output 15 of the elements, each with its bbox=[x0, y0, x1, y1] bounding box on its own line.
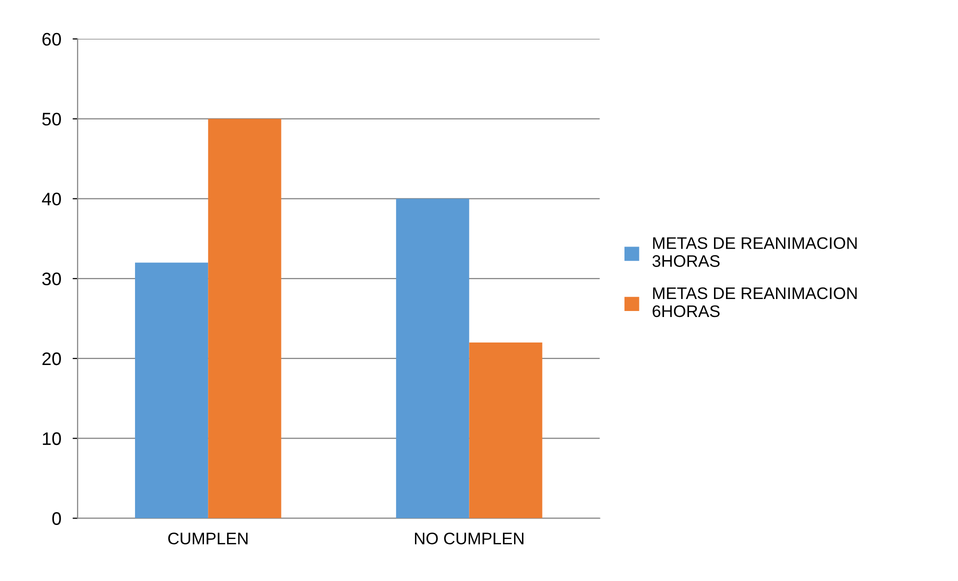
y-tick-label: 10 bbox=[42, 432, 61, 446]
legend-label: METAS DE REANIMACION 6HORAS bbox=[652, 287, 857, 318]
bar bbox=[208, 118, 282, 518]
y-tick-label: 30 bbox=[42, 272, 61, 286]
legend-label: METAS DE REANIMACION 3HORAS bbox=[652, 237, 857, 267]
y-tick-label: 40 bbox=[42, 192, 61, 206]
bar bbox=[135, 262, 208, 518]
bar bbox=[469, 342, 542, 518]
y-tick-label: 0 bbox=[52, 512, 61, 525]
y-tick-label: 60 bbox=[42, 32, 61, 46]
x-tick-label: NO CUMPLEN bbox=[414, 532, 524, 544]
y-tick-label: 20 bbox=[42, 352, 61, 366]
y-tick-label: 50 bbox=[42, 112, 61, 126]
bar bbox=[396, 198, 470, 518]
x-tick-label: CUMPLEN bbox=[168, 532, 248, 544]
